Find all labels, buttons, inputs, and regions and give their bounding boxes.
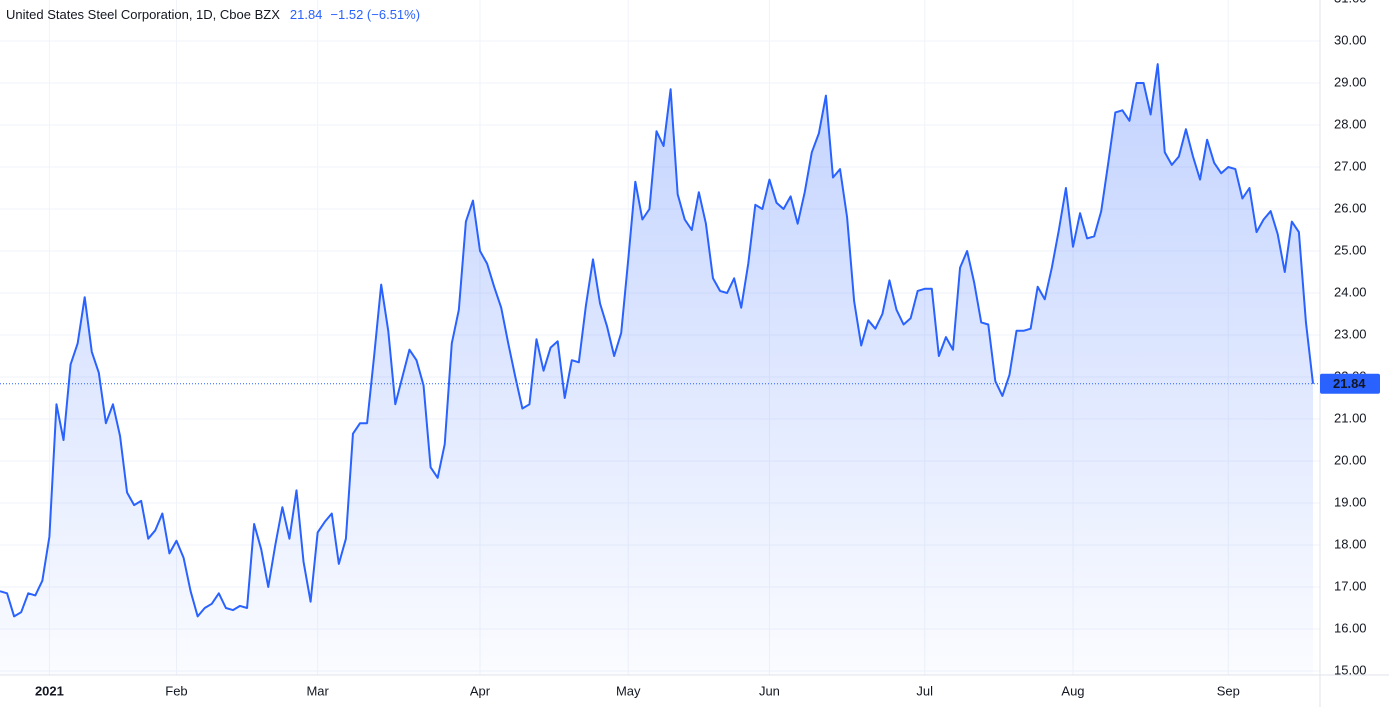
y-tick-label: 25.00 xyxy=(1334,242,1367,257)
y-tick-label: 19.00 xyxy=(1334,494,1367,509)
axes: 15.0016.0017.0018.0019.0020.0021.0022.00… xyxy=(35,0,1380,698)
last-price-tag-label: 21.84 xyxy=(1333,376,1366,391)
price-change: −1.52 (−6.51%) xyxy=(330,7,420,22)
y-tick-label: 21.00 xyxy=(1334,410,1367,425)
x-tick-label: Aug xyxy=(1061,683,1084,698)
area-fill xyxy=(0,64,1313,676)
x-tick-label: Jun xyxy=(759,683,780,698)
y-tick-label: 28.00 xyxy=(1334,116,1367,131)
x-tick-label: Sep xyxy=(1217,683,1240,698)
y-tick-label: 29.00 xyxy=(1334,74,1367,89)
x-tick-label: May xyxy=(616,683,641,698)
x-tick-label: Jul xyxy=(916,683,933,698)
price-line xyxy=(0,63,1314,618)
last-price: 21.84 xyxy=(290,7,323,22)
x-tick-label: Feb xyxy=(165,683,187,698)
x-tick-label: 2021 xyxy=(35,683,64,698)
y-tick-label: 20.00 xyxy=(1334,452,1367,467)
y-tick-label: 15.00 xyxy=(1334,662,1367,677)
y-tick-label: 27.00 xyxy=(1334,158,1367,173)
plot xyxy=(0,63,1320,676)
x-tick-label: Apr xyxy=(470,683,491,698)
y-tick-label: 23.00 xyxy=(1334,326,1367,341)
y-tick-label: 31.00 xyxy=(1334,0,1367,5)
x-tick-label: Mar xyxy=(306,683,329,698)
y-tick-label: 16.00 xyxy=(1334,620,1367,635)
y-tick-label: 26.00 xyxy=(1334,200,1367,215)
chart-title: United States Steel Corporation, 1D, Cbo… xyxy=(6,7,280,22)
last-price-tag xyxy=(1320,373,1380,394)
y-tick-label: 18.00 xyxy=(1334,536,1367,551)
legend-header: United States Steel Corporation, 1D, Cbo… xyxy=(6,7,420,22)
y-tick-label: 30.00 xyxy=(1334,32,1367,47)
y-tick-label: 17.00 xyxy=(1334,578,1367,593)
y-tick-label: 24.00 xyxy=(1334,284,1367,299)
